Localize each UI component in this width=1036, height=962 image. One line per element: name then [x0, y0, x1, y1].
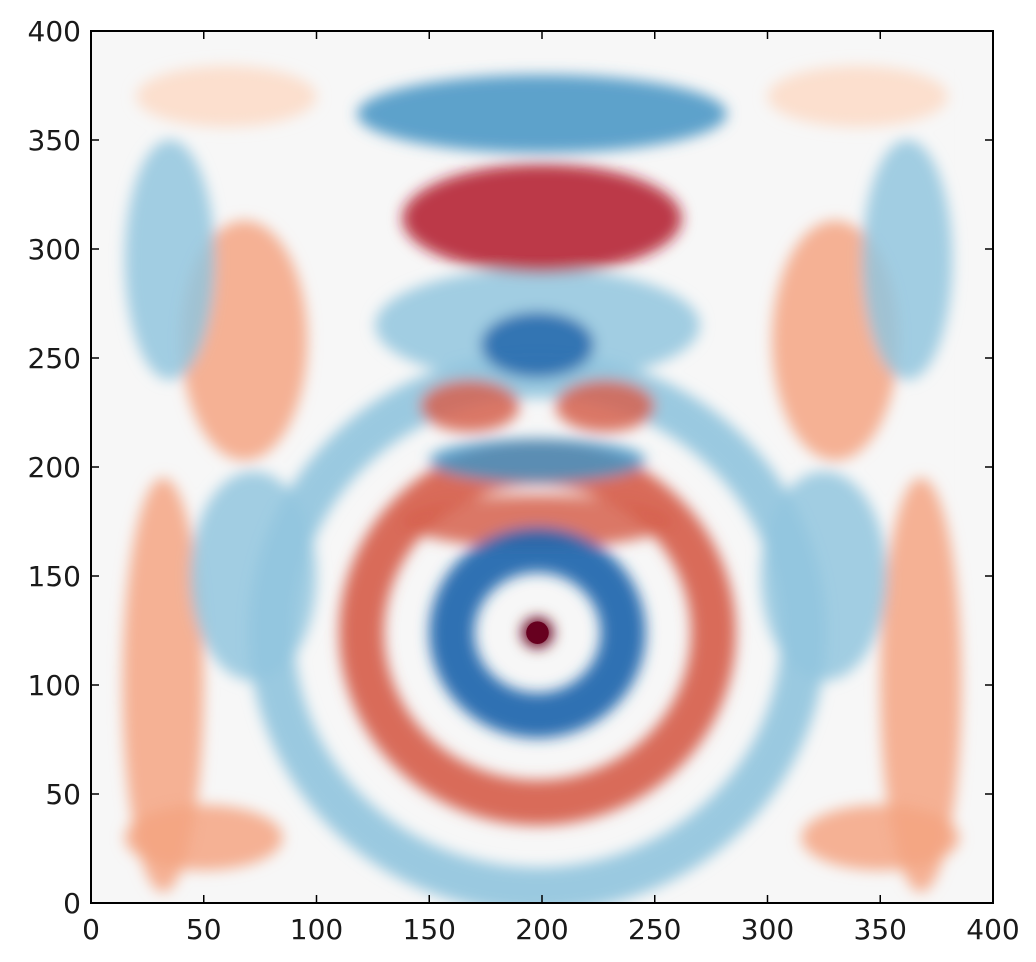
field-blob-positive	[767, 65, 948, 127]
y-tick-label: 300	[28, 233, 81, 266]
x-tick-label: 400	[966, 913, 1019, 946]
y-tick-label: 50	[45, 778, 81, 811]
field-blob-positive	[801, 804, 960, 871]
field-blob-positive	[420, 379, 520, 433]
field-blob-negative	[481, 312, 594, 378]
y-tick-label: 250	[28, 342, 81, 375]
field-band-positive	[402, 495, 673, 548]
field-band-negative	[429, 438, 646, 483]
y-tick-label: 400	[28, 15, 81, 48]
y-tick-label: 100	[28, 669, 81, 702]
field-blob-negative	[357, 74, 727, 154]
field-blob-positive	[136, 65, 317, 127]
field-blob-positive	[402, 163, 682, 273]
field-blob-negative	[760, 471, 888, 681]
x-tick-label: 200	[515, 913, 568, 946]
y-tick-label: 200	[28, 451, 81, 484]
x-tick-label: 350	[854, 913, 907, 946]
field-blob-positive	[880, 477, 962, 893]
field-blob-negative	[124, 140, 216, 380]
field-blob-positive	[122, 477, 204, 893]
field-blob-positive	[124, 804, 283, 871]
x-tick-label: 100	[290, 913, 343, 946]
axis-ticks: 0 50 100 150 200 250 300 350 400 0 50 100 150 200 250 3…	[28, 15, 1020, 946]
field-ring-negative	[429, 527, 646, 739]
x-tick-label: 250	[628, 913, 681, 946]
y-tick-label: 350	[28, 124, 81, 157]
y-tick-label: 0	[63, 887, 81, 920]
field-blob-negative	[862, 140, 953, 380]
field-blob-positive	[555, 379, 655, 433]
heatmap-field	[122, 65, 962, 903]
x-tick-label: 150	[403, 913, 456, 946]
source-peak	[526, 621, 549, 644]
x-tick-label: 300	[741, 913, 794, 946]
y-tick-label: 150	[28, 560, 81, 593]
x-tick-label: 0	[82, 913, 100, 946]
x-tick-label: 50	[186, 913, 222, 946]
field-blob-negative	[190, 471, 317, 681]
